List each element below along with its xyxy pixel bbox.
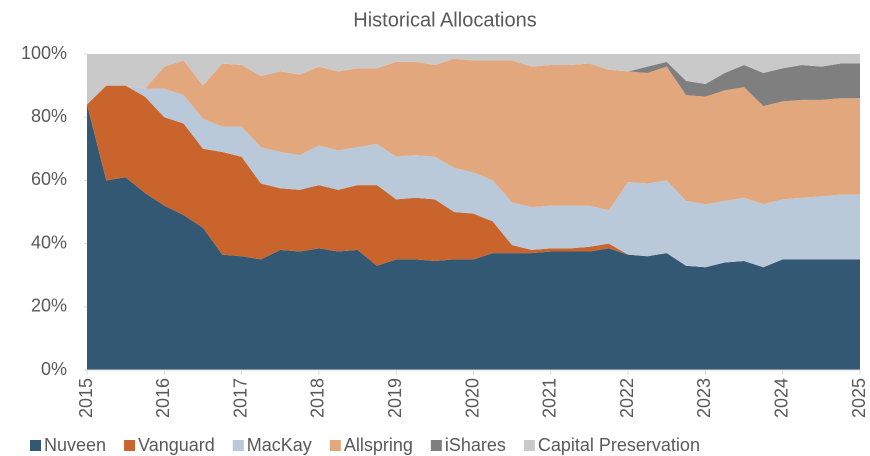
y-tick-label: 100% xyxy=(21,43,67,63)
y-tick-label: 80% xyxy=(31,106,67,126)
y-tick-label: 40% xyxy=(31,232,67,252)
x-tick-label: 2023 xyxy=(694,378,714,418)
area xyxy=(87,104,860,370)
x-tick-label: 2018 xyxy=(308,378,328,418)
legend-label: Vanguard xyxy=(138,435,215,455)
x-tick-label: 2017 xyxy=(230,378,250,418)
x-tick-label: 2024 xyxy=(771,378,791,418)
legend-swatch xyxy=(124,440,136,451)
y-tick-label: 60% xyxy=(31,169,67,189)
legend-swatch xyxy=(523,440,535,451)
x-tick-label: 2025 xyxy=(849,378,869,418)
legend-label: MacKay xyxy=(247,435,312,455)
legend-swatch xyxy=(30,440,41,451)
y-tick-label: 20% xyxy=(31,296,67,316)
area xyxy=(87,85,860,268)
legend-label: iShares xyxy=(445,435,506,455)
area xyxy=(87,85,860,268)
chart-title: Historical Allocations xyxy=(353,9,536,31)
legend-swatch xyxy=(329,440,341,451)
area xyxy=(87,54,860,105)
x-tick-label: 2022 xyxy=(617,378,637,418)
legend-label: Nuveen xyxy=(44,435,106,455)
x-tick-label: 2015 xyxy=(76,378,96,418)
legend-label: Allspring xyxy=(344,435,413,455)
y-tick-label: 0% xyxy=(41,359,67,379)
x-tick-label: 2016 xyxy=(153,378,173,418)
x-tick-label: 2019 xyxy=(385,378,405,418)
legend-swatch xyxy=(232,440,244,451)
x-tick-label: 2020 xyxy=(462,378,482,418)
legend-label: Capital Preservation xyxy=(538,435,700,455)
x-tick-label: 2021 xyxy=(540,378,560,418)
legend-swatch xyxy=(430,440,442,451)
area xyxy=(87,58,860,107)
area xyxy=(87,58,860,211)
